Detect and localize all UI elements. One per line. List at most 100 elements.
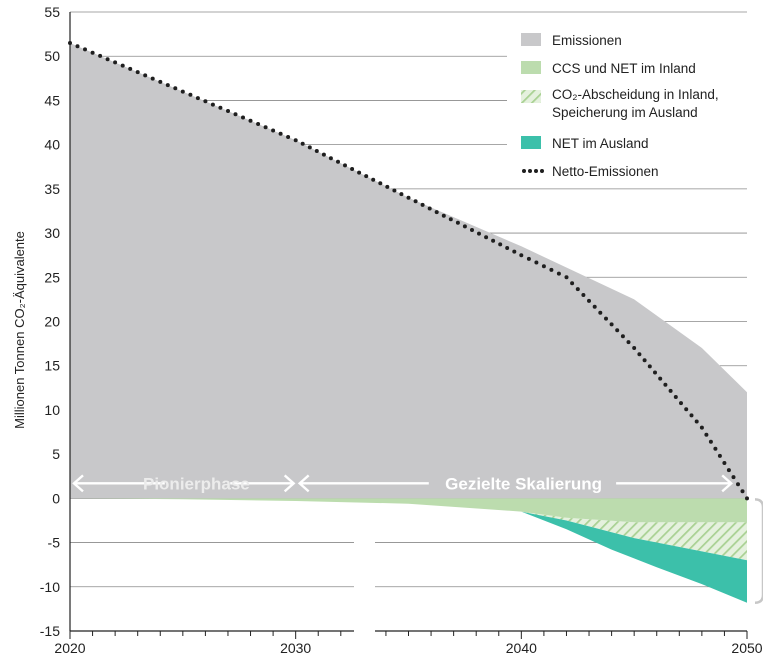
net-emissions-dot [745, 496, 749, 501]
net-emissions-dot [188, 92, 193, 97]
y-axis-label: Millionen Tonnen CO₂-Äquivalente [12, 231, 27, 429]
y-tick-label: 25 [44, 269, 60, 285]
y-tick-label: 35 [44, 181, 60, 197]
legend-swatch-ccs [521, 61, 541, 74]
net-emissions-dot [68, 41, 72, 45]
legend-label-abscheidung: CO₂-Abscheidung in Inland, [552, 87, 719, 102]
skalierung-arrowhead [297, 474, 310, 493]
net-emissions-dot [203, 99, 208, 104]
net-emissions-dot [406, 195, 411, 200]
legend-swatch-dot [528, 169, 532, 173]
net-emissions-dot [392, 188, 397, 193]
legend-swatch-abscheidung [521, 90, 541, 103]
phase-annotations: Pionierphase Gezielte Skalierung [72, 474, 734, 493]
net-emissions-dot [263, 125, 268, 130]
net-emissions-dot [427, 206, 432, 211]
net-emissions-dot [736, 482, 740, 487]
net-emissions-dot [278, 131, 283, 136]
emissionen-area [70, 43, 747, 499]
net-emissions-dot [462, 224, 467, 229]
net-emissions-dot [286, 135, 291, 139]
net-emissions-dot [598, 310, 603, 315]
abscheidung-area [521, 511, 747, 561]
axes: -15 -10 -5 0 5 10 15 20 25 30 35 40 45 50 55 2020 2030 20… [40, 4, 763, 656]
net-emissions-dot [293, 138, 298, 143]
net-emissions-dot [653, 370, 657, 375]
net-emissions-dot [581, 293, 586, 297]
legend-swatch-net-ausland [521, 136, 541, 149]
skalierung-arrowhead [721, 474, 734, 493]
net-emissions-dot [90, 50, 95, 55]
net-emissions-dot [399, 192, 404, 197]
net-emissions-dot [113, 60, 118, 65]
bracket [754, 498, 763, 604]
net-emissions-dot [592, 304, 597, 309]
net-emissions-dot [173, 86, 178, 91]
net-emissions-dot [241, 115, 245, 120]
net-emissions-dot [726, 468, 731, 473]
net-emissions-dot [328, 156, 333, 161]
net-emissions-dot [226, 109, 230, 113]
legend-swatch-dot [540, 169, 544, 173]
net-emissions-dot [98, 53, 103, 58]
legend-swatch-emissionen [521, 33, 541, 46]
net-emissions-dot [519, 253, 524, 258]
net-emissions-dot [673, 395, 678, 399]
net-emissions-dot [300, 141, 305, 146]
net-emissions-dot [658, 376, 663, 381]
net-emissions-dot [556, 271, 561, 276]
legend-label-ccs: CCS und NET im Inland [552, 61, 696, 76]
legend-label-abscheidung: Speicherung im Ausland [552, 105, 698, 120]
net-emissions-dot [609, 322, 614, 327]
net-emissions-dot [689, 413, 694, 418]
net-emissions-dot [505, 246, 510, 250]
net-emissions-dot [336, 159, 340, 164]
net-emissions-dot [740, 489, 745, 494]
net-emissions-dot [512, 249, 517, 254]
net-emissions-dot [343, 163, 347, 168]
net-emissions-dot [135, 70, 140, 75]
net-emissions-dot [663, 382, 668, 387]
net-emissions-dot [570, 281, 575, 286]
net-emissions-dot [350, 167, 355, 171]
net-emissions-dot [434, 210, 439, 215]
phase-label-pionierphase: Pionierphase [143, 474, 250, 493]
net-emissions-dot [647, 364, 652, 369]
net-emissions-dot [549, 267, 554, 272]
net-emissions-dot [564, 275, 569, 280]
y-tick-label: 15 [44, 358, 60, 374]
net-emissions-dot [477, 231, 481, 236]
net-emissions-dot [699, 425, 704, 430]
net-emissions-dot [321, 152, 326, 157]
net-emissions-dot [642, 358, 647, 363]
net-emissions-dot [364, 174, 369, 179]
net-emissions-dot [632, 346, 637, 350]
net-emissions-dot [704, 432, 709, 437]
net-emissions-dot [626, 340, 631, 345]
y-tick-label: -15 [40, 623, 60, 639]
legend-label-netto: Netto-Emissionen [552, 164, 659, 179]
net-emissions-dot [575, 287, 580, 292]
x-tick-label: 2030 [280, 640, 311, 656]
y-tick-label: 30 [44, 225, 60, 241]
net-emissions-dot [150, 76, 155, 81]
net-emissions-dot [83, 47, 87, 52]
legend-label-net-ausland: NET im Ausland [552, 136, 649, 151]
net-emissions-dot [233, 112, 238, 117]
net-emissions-dot [120, 63, 125, 68]
net-emissions-dot [708, 439, 713, 444]
net-emissions-dot [713, 446, 718, 451]
net-emissions-dot [371, 177, 376, 182]
net-emissions-dot [420, 202, 425, 207]
net-emissions-dot [491, 238, 496, 243]
net-emissions-dot [637, 352, 642, 357]
net-emissions-dot [143, 73, 148, 78]
plot-areas [70, 43, 747, 603]
net-emissions-dot [271, 128, 276, 133]
x-tick-label: 2020 [54, 640, 85, 656]
phase-label-skalierung: Gezielte Skalierung [445, 474, 602, 493]
net-emissions-dot [210, 102, 215, 107]
y-tick-label: 20 [44, 314, 60, 330]
net-emissions-dot [604, 316, 608, 321]
